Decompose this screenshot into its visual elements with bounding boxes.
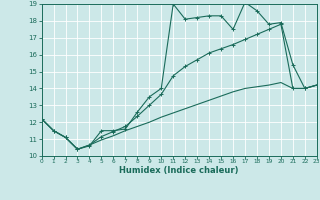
X-axis label: Humidex (Indice chaleur): Humidex (Indice chaleur) [119, 166, 239, 175]
